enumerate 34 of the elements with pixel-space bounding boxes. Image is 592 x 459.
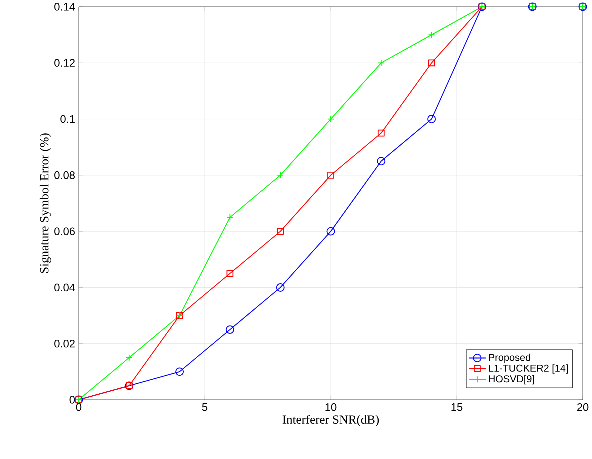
- point: [377, 157, 386, 166]
- point: [126, 354, 133, 362]
- point: [378, 130, 385, 137]
- y-tick-label: 0.08: [54, 172, 75, 180]
- x-tick-label: 15: [452, 404, 463, 412]
- x-tick-label: 5: [202, 404, 208, 412]
- point: [226, 214, 234, 221]
- point: [277, 172, 284, 179]
- y-tick-label: 0.14: [54, 3, 76, 11]
- x-tick-label: 20: [577, 404, 589, 412]
- y-tick-label: 0: [70, 396, 76, 404]
- x-tick-label: 10: [326, 404, 337, 412]
- point: [226, 270, 234, 278]
- legend-label: Proposed: [489, 354, 530, 364]
- legend-label: L1-TUCKER2 [14]: [489, 364, 568, 374]
- point: [428, 32, 436, 39]
- x-axis-title: Interferer SNR(dB): [282, 415, 380, 427]
- point: [428, 115, 436, 124]
- y-tick-label: 0.02: [54, 340, 75, 348]
- y-tick-label: 0.1: [60, 115, 75, 124]
- point: [277, 228, 284, 236]
- point: [176, 368, 184, 376]
- point: [276, 283, 285, 292]
- point: [328, 172, 334, 179]
- legend-label: HOSVD[9]: [489, 375, 534, 385]
- point: [428, 60, 436, 67]
- y-tick-label: 0.04: [54, 284, 76, 292]
- point: [326, 227, 336, 236]
- point: [226, 326, 234, 334]
- y-tick-label: 0.12: [54, 59, 75, 68]
- point: [328, 116, 334, 123]
- point: [378, 60, 385, 67]
- y-axis-title: Signature Symbol Error (%): [40, 134, 52, 274]
- y-tick-label: 0.06: [54, 228, 75, 236]
